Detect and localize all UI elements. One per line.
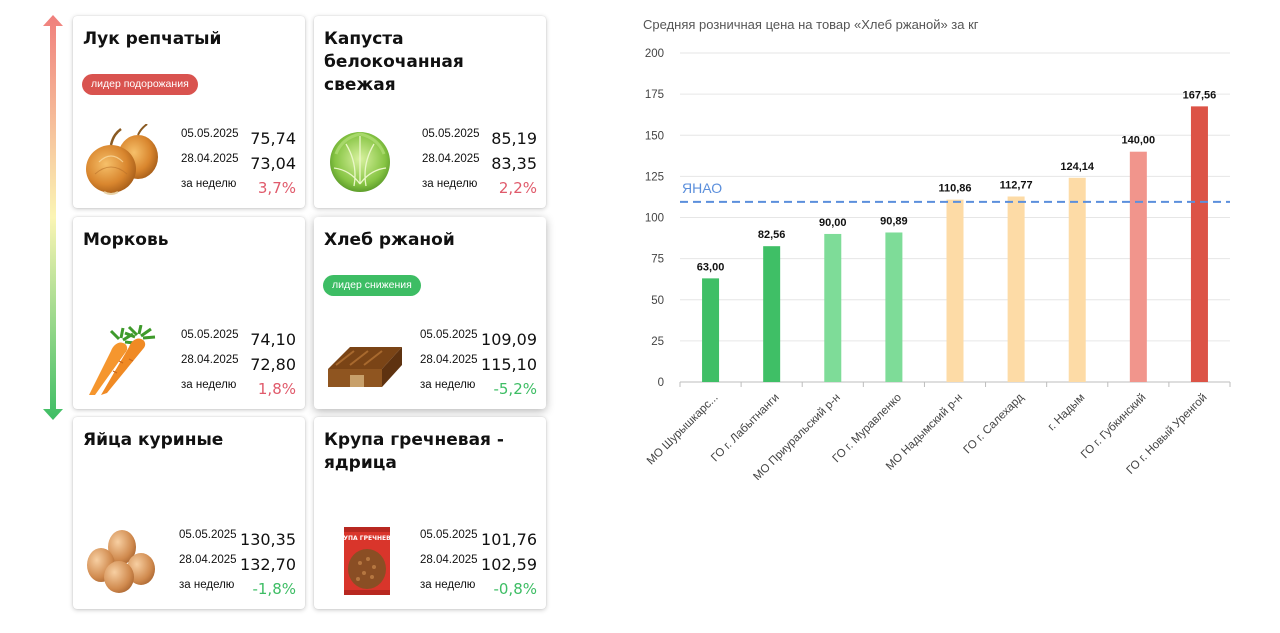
week-label: за неделю <box>422 178 478 190</box>
x-tick-label: ГО г. Губкинский <box>1079 392 1148 461</box>
current-price: 75,74 <box>250 129 296 148</box>
y-tick-label: 200 <box>645 48 664 60</box>
weekly-change: 2,2% <box>498 179 537 197</box>
current-price: 109,09 <box>481 330 537 349</box>
product-name: Яйца куриные <box>83 430 224 450</box>
previous-date: 28.04.2025 <box>181 354 239 366</box>
product-card-eggs[interactable]: Яйца куриные 05.05.2025 28.04.2025 за не… <box>73 417 305 609</box>
previous-price: 132,70 <box>240 555 296 574</box>
previous-date: 28.04.2025 <box>422 153 480 165</box>
bar <box>1190 106 1208 382</box>
bar <box>1068 177 1086 382</box>
previous-price: 115,10 <box>481 355 537 374</box>
weekly-change: -5,2% <box>493 380 537 398</box>
weekly-change: 3,7% <box>257 179 296 197</box>
y-tick-label: 75 <box>651 254 664 266</box>
previous-date: 28.04.2025 <box>420 554 478 566</box>
y-tick-label: 125 <box>645 171 664 183</box>
cabbage-icon <box>330 132 390 192</box>
bar <box>1129 151 1147 382</box>
week-label: за неделю <box>420 379 476 391</box>
current-date: 05.05.2025 <box>420 329 478 341</box>
week-label: за неделю <box>179 579 235 591</box>
bar-value-label: 63,00 <box>697 261 725 273</box>
buckwheat-pack-icon: КРУПА ГРЕЧНЕВАЯ <box>334 527 400 595</box>
current-date: 05.05.2025 <box>181 329 239 341</box>
x-tick-label: ГО г. Лабытнанги <box>709 392 782 465</box>
y-tick-label: 25 <box>651 336 664 348</box>
weekly-change: -1,8% <box>252 580 296 598</box>
weekly-change: 1,8% <box>257 380 296 398</box>
y-tick-label: 175 <box>645 89 664 101</box>
pack-label: КРУПА ГРЕЧНЕВАЯ <box>334 535 400 542</box>
bar <box>702 278 720 382</box>
previous-date: 28.04.2025 <box>181 153 239 165</box>
previous-date: 28.04.2025 <box>420 354 478 366</box>
week-label: за неделю <box>181 379 237 391</box>
carrot-icon <box>89 325 156 395</box>
product-name: Крупа гречневая - ядрица <box>324 430 504 473</box>
bar-value-label: 167,56 <box>1183 89 1217 101</box>
current-price: 74,10 <box>250 330 296 349</box>
bar <box>946 199 964 382</box>
reference-line-label: ЯНАО <box>682 180 722 196</box>
y-tick-label: 0 <box>658 377 664 389</box>
bar <box>1007 196 1025 382</box>
product-card-onion[interactable]: Лук репчатый лидер подорожания 05.05.202… <box>73 16 305 208</box>
product-name: Морковь <box>83 230 169 250</box>
product-name: Хлеб ржаной <box>324 230 455 250</box>
bar-value-label: 90,00 <box>819 217 847 229</box>
week-label: за неделю <box>181 178 237 190</box>
product-card-cabbage[interactable]: Капуста белокочанная свежая 05.05.2025 2… <box>314 16 546 208</box>
eggs-icon <box>87 530 155 593</box>
bar-value-label: 140,00 <box>1122 135 1156 147</box>
bar-value-label: 110,86 <box>938 183 971 195</box>
price-decrease-leader-badge: лидер снижения <box>323 275 421 296</box>
y-tick-label: 150 <box>645 130 664 142</box>
previous-price: 83,35 <box>491 154 537 173</box>
previous-price: 73,04 <box>250 154 296 173</box>
rye-bread-icon <box>328 347 402 387</box>
current-date: 05.05.2025 <box>181 128 239 140</box>
y-tick-label: 50 <box>651 295 664 307</box>
bar <box>763 246 781 382</box>
current-price: 85,19 <box>491 129 537 148</box>
onion-icon <box>86 124 158 195</box>
y-tick-label: 100 <box>645 213 664 225</box>
previous-date: 28.04.2025 <box>179 554 237 566</box>
bar-value-label: 82,56 <box>758 229 786 241</box>
bar-value-label: 124,14 <box>1060 161 1095 173</box>
chart-title: Средняя розничная цена на товар «Хлеб рж… <box>643 17 979 32</box>
previous-price: 72,80 <box>250 355 296 374</box>
product-name: Лук репчатый <box>83 29 222 49</box>
week-label: за неделю <box>420 579 476 591</box>
current-date: 05.05.2025 <box>420 529 478 541</box>
bar <box>885 232 903 382</box>
price-trend-arrow-icon <box>43 15 63 420</box>
current-date: 05.05.2025 <box>179 529 237 541</box>
current-date: 05.05.2025 <box>422 128 480 140</box>
weekly-change: -0,8% <box>493 580 537 598</box>
product-name: Капуста белокочанная свежая <box>324 29 464 95</box>
current-price: 101,76 <box>481 530 537 549</box>
bar-value-label: 112,77 <box>1000 179 1033 191</box>
x-tick-label: г. Надым <box>1046 392 1088 434</box>
bar-value-label: 90,89 <box>880 215 908 227</box>
product-card-carrot[interactable]: Морковь 05.05.2025 28.04.2025 за неделю … <box>73 217 305 409</box>
current-price: 130,35 <box>240 530 296 549</box>
product-card-rye-bread[interactable]: Хлеб ржаной лидер снижения 05.05.2025 28… <box>314 217 546 409</box>
product-card-buckwheat[interactable]: Крупа гречневая - ядрица КРУПА ГРЕЧНЕВАЯ… <box>314 417 546 609</box>
x-tick-label: ГО г. Салехард <box>962 391 1027 456</box>
price-increase-leader-badge: лидер подорожания <box>82 74 198 95</box>
bar <box>824 233 842 382</box>
previous-price: 102,59 <box>481 555 537 574</box>
